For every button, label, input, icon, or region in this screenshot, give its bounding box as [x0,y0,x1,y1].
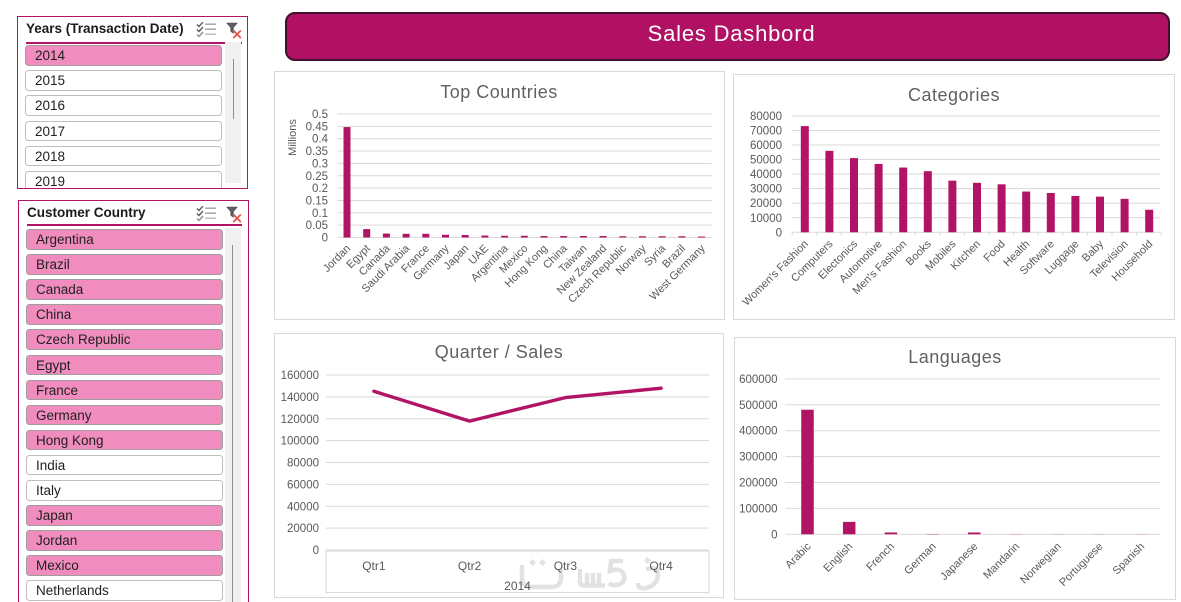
svg-text:Qtr2: Qtr2 [458,559,482,573]
svg-text:20000: 20000 [750,198,782,210]
svg-text:0.4: 0.4 [312,134,329,146]
svg-text:0: 0 [322,233,328,245]
svg-text:80000: 80000 [750,110,782,122]
svg-text:70000: 70000 [750,125,782,137]
svg-text:Qtr3: Qtr3 [554,559,578,573]
svg-text:Qtr1: Qtr1 [362,559,386,573]
svg-text:Quarter / Sales: Quarter / Sales [435,342,564,362]
svg-text:10000: 10000 [750,212,782,224]
svg-text:0.45: 0.45 [306,121,328,133]
svg-text:50000: 50000 [750,154,782,166]
svg-text:60000: 60000 [750,140,782,152]
svg-text:40000: 40000 [287,501,319,513]
svg-text:30000: 30000 [750,183,782,195]
svg-text:0: 0 [771,529,777,541]
svg-text:140000: 140000 [281,392,319,404]
svg-text:Categories: Categories [908,85,1000,105]
svg-text:0.1: 0.1 [312,208,328,220]
svg-text:Qtr4: Qtr4 [649,559,673,573]
svg-text:Top Countries: Top Countries [440,82,558,102]
svg-text:Millions: Millions [287,119,299,156]
svg-text:0.25: 0.25 [306,171,328,183]
svg-text:80000: 80000 [287,458,319,470]
svg-text:200000: 200000 [739,477,777,489]
svg-text:300000: 300000 [739,451,777,463]
svg-text:0.5: 0.5 [312,109,328,121]
svg-text:0.15: 0.15 [306,195,328,207]
svg-text:160000: 160000 [281,370,319,382]
svg-text:0.2: 0.2 [312,183,328,195]
svg-text:100000: 100000 [281,436,319,448]
svg-text:400000: 400000 [739,425,777,437]
svg-text:500000: 500000 [739,399,777,411]
svg-text:0.35: 0.35 [306,146,328,158]
svg-text:600000: 600000 [739,373,777,385]
svg-text:20000: 20000 [287,523,319,535]
svg-text:100000: 100000 [739,503,777,515]
svg-text:0: 0 [313,545,319,557]
svg-text:40000: 40000 [750,169,782,181]
svg-text:0.3: 0.3 [312,158,328,170]
svg-text:0: 0 [776,227,782,239]
svg-text:0.05: 0.05 [306,220,328,232]
svg-text:120000: 120000 [281,414,319,426]
svg-text:2014: 2014 [504,579,531,593]
svg-text:Languages: Languages [908,347,1002,367]
svg-text:60000: 60000 [287,479,319,491]
